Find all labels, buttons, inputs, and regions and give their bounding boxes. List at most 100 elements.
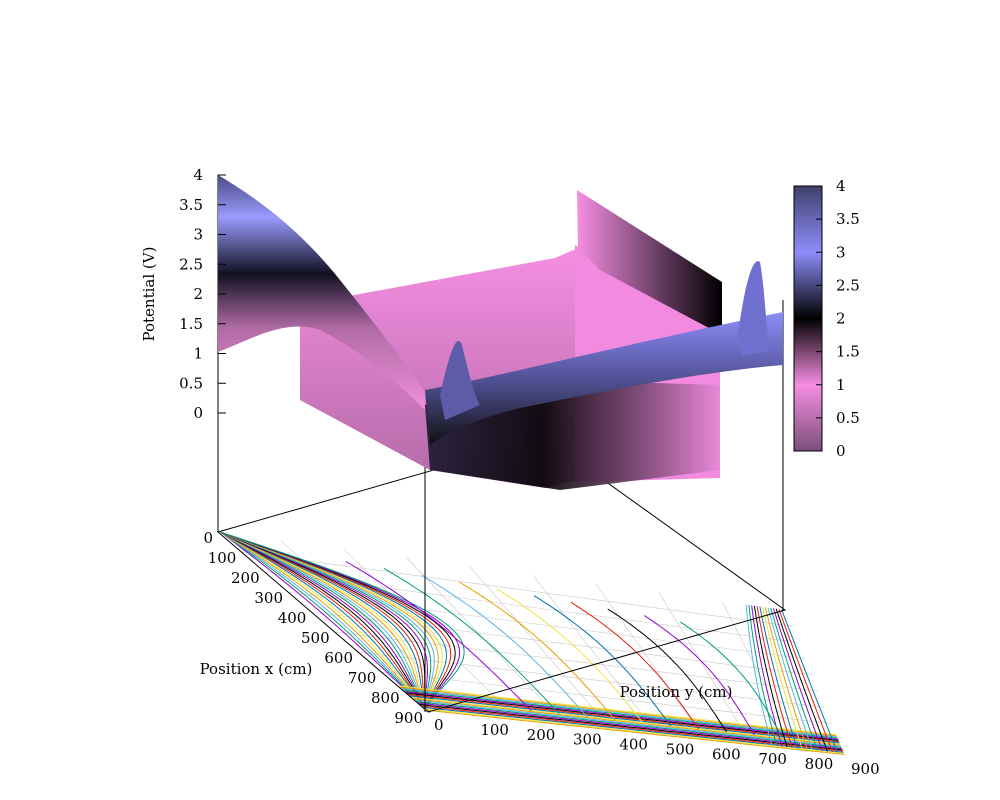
x-tick-label: 400 — [278, 609, 307, 627]
contour-line — [409, 695, 840, 744]
z-tick-label: 0.5 — [179, 374, 203, 392]
contour-line — [220, 531, 452, 713]
y-tick-label: 300 — [573, 731, 602, 749]
x-tick-label: 600 — [324, 649, 353, 667]
z-tick-label: 1.5 — [179, 315, 203, 333]
colorbar-tick-label: 2.5 — [836, 276, 860, 294]
contour-line — [220, 531, 431, 713]
potential-surface — [218, 175, 783, 490]
contour-line — [220, 531, 431, 713]
contour-line — [220, 531, 431, 713]
contour-line — [425, 709, 845, 755]
colorbar: 0 0.5 1 1.5 2 2.5 3 3.5 4 — [793, 177, 860, 460]
contour-line — [404, 691, 839, 740]
z-tick-label: 0 — [193, 404, 203, 422]
grid-line-y — [595, 583, 707, 742]
contour-line — [424, 708, 844, 754]
contour-line — [220, 531, 443, 713]
y-tick-label: 700 — [758, 750, 787, 768]
contour-line — [772, 608, 823, 751]
surface-front-ridge — [425, 312, 783, 445]
contour-line — [607, 608, 727, 733]
contour-line — [756, 606, 793, 748]
contour-line — [220, 531, 431, 713]
contour-line — [220, 531, 439, 713]
grid-line-x — [241, 551, 792, 627]
contour-line — [400, 688, 838, 738]
contour-line — [220, 531, 431, 713]
contour-line — [745, 604, 773, 746]
surface-right-slope — [577, 190, 722, 335]
x-tick-label: 300 — [254, 589, 283, 607]
z-tick-label: 2 — [193, 285, 203, 303]
colorbar-tick-label: 0 — [836, 442, 846, 460]
x-tick-label: 100 — [208, 549, 237, 567]
contour-line — [220, 531, 431, 713]
contour-line — [220, 531, 431, 713]
contour-line — [220, 531, 431, 713]
base-contours — [220, 531, 845, 755]
contour-line — [220, 531, 431, 713]
contour-line — [412, 698, 841, 746]
colorbar-tick-label: 0.5 — [836, 409, 860, 427]
colorbar-tick-label: 3 — [836, 243, 846, 261]
surface-front-spike — [440, 341, 480, 420]
contour-line — [410, 696, 841, 745]
z-tick-labels: 0 0.5 1 1.5 2 2.5 3 3.5 4 — [179, 166, 226, 422]
contour-line — [220, 531, 431, 713]
grid-line-y — [658, 592, 753, 747]
contour-line — [422, 706, 844, 753]
contour-line — [764, 607, 808, 750]
contour-line — [407, 693, 840, 743]
contour-line — [778, 609, 833, 753]
contour-line — [220, 531, 465, 713]
contour-line — [220, 531, 431, 713]
contour-line — [220, 531, 431, 713]
contour-line — [753, 605, 788, 748]
grid-line-y — [469, 566, 614, 732]
contour-line — [570, 601, 700, 730]
contour-line — [220, 531, 431, 713]
contour-line — [220, 531, 431, 713]
y-tick-label: 400 — [619, 736, 648, 754]
base-frame — [216, 437, 787, 713]
contour-line — [762, 606, 803, 749]
y-tick-label: 600 — [712, 745, 741, 763]
contour-line — [220, 531, 432, 713]
contour-line — [345, 561, 532, 712]
contour-line — [398, 686, 837, 737]
contour-line — [496, 588, 644, 724]
contour-line — [419, 703, 843, 751]
contour-line — [533, 595, 672, 727]
colorbar-tick-label: 4 — [836, 177, 846, 195]
x-axis-label: Position x (cm) — [200, 660, 313, 678]
colorbar-tick-label: 3.5 — [836, 210, 860, 228]
contour-line — [459, 581, 616, 721]
z-axis-label: Potential (V) — [140, 247, 158, 342]
y-tick-label: 100 — [480, 721, 509, 739]
contour-line — [643, 615, 755, 736]
colorbar-tick-label: 2 — [836, 310, 846, 328]
colorbar-tick-labels: 0 0.5 1 1.5 2 2.5 3 3.5 4 — [816, 177, 860, 460]
contour-line — [781, 609, 838, 753]
contour-line — [770, 607, 818, 751]
base-plane — [216, 437, 845, 755]
colorbar-tick-label: 1 — [836, 376, 846, 394]
colorbar-tick-label: 1.5 — [836, 343, 860, 361]
z-tick-label: 1 — [193, 345, 203, 363]
x-tick-label: 0 — [203, 529, 213, 547]
x-tick-label: 900 — [394, 709, 423, 727]
y-tick-label: 500 — [666, 740, 695, 758]
contour-line — [759, 606, 798, 749]
contour-line — [767, 607, 813, 750]
contour-line — [420, 705, 844, 752]
contour-line — [220, 531, 448, 713]
contour-line — [748, 604, 778, 747]
x-tick-label: 800 — [371, 689, 400, 707]
contour-line — [220, 531, 431, 713]
z-tick-label: 3.5 — [179, 196, 203, 214]
y-tick-label: 200 — [527, 726, 556, 744]
y-tick-label: 900 — [851, 760, 880, 778]
contour-line — [220, 531, 431, 713]
